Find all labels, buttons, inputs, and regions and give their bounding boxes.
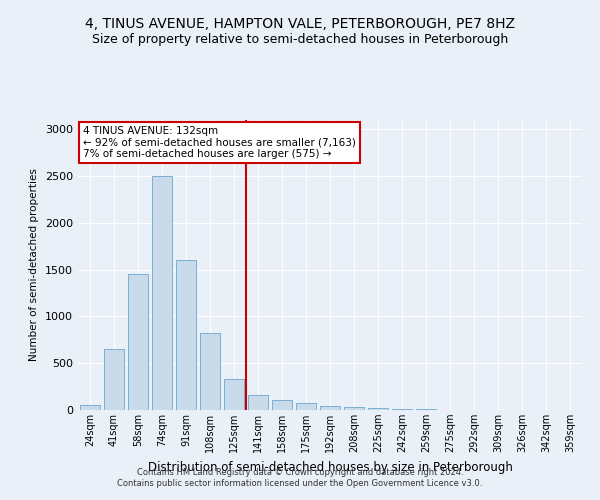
Text: 4 TINUS AVENUE: 132sqm
← 92% of semi-detached houses are smaller (7,163)
7% of s: 4 TINUS AVENUE: 132sqm ← 92% of semi-det… [83,126,356,159]
X-axis label: Distribution of semi-detached houses by size in Peterborough: Distribution of semi-detached houses by … [148,460,512,473]
Bar [104,349,124,410]
Bar [224,379,244,410]
Bar [80,406,100,410]
Bar [176,260,196,410]
Bar [344,406,364,410]
Bar [296,403,316,410]
Bar [200,334,220,410]
Bar [128,274,148,410]
Text: Contains HM Land Registry data © Crown copyright and database right 2024.
Contai: Contains HM Land Registry data © Crown c… [118,468,482,487]
Bar [368,408,388,410]
Y-axis label: Number of semi-detached properties: Number of semi-detached properties [29,168,40,362]
Text: Size of property relative to semi-detached houses in Peterborough: Size of property relative to semi-detach… [92,32,508,46]
Bar [152,176,172,410]
Bar [392,409,412,410]
Bar [272,400,292,410]
Text: 4, TINUS AVENUE, HAMPTON VALE, PETERBOROUGH, PE7 8HZ: 4, TINUS AVENUE, HAMPTON VALE, PETERBORO… [85,18,515,32]
Bar [248,395,268,410]
Bar [320,406,340,410]
